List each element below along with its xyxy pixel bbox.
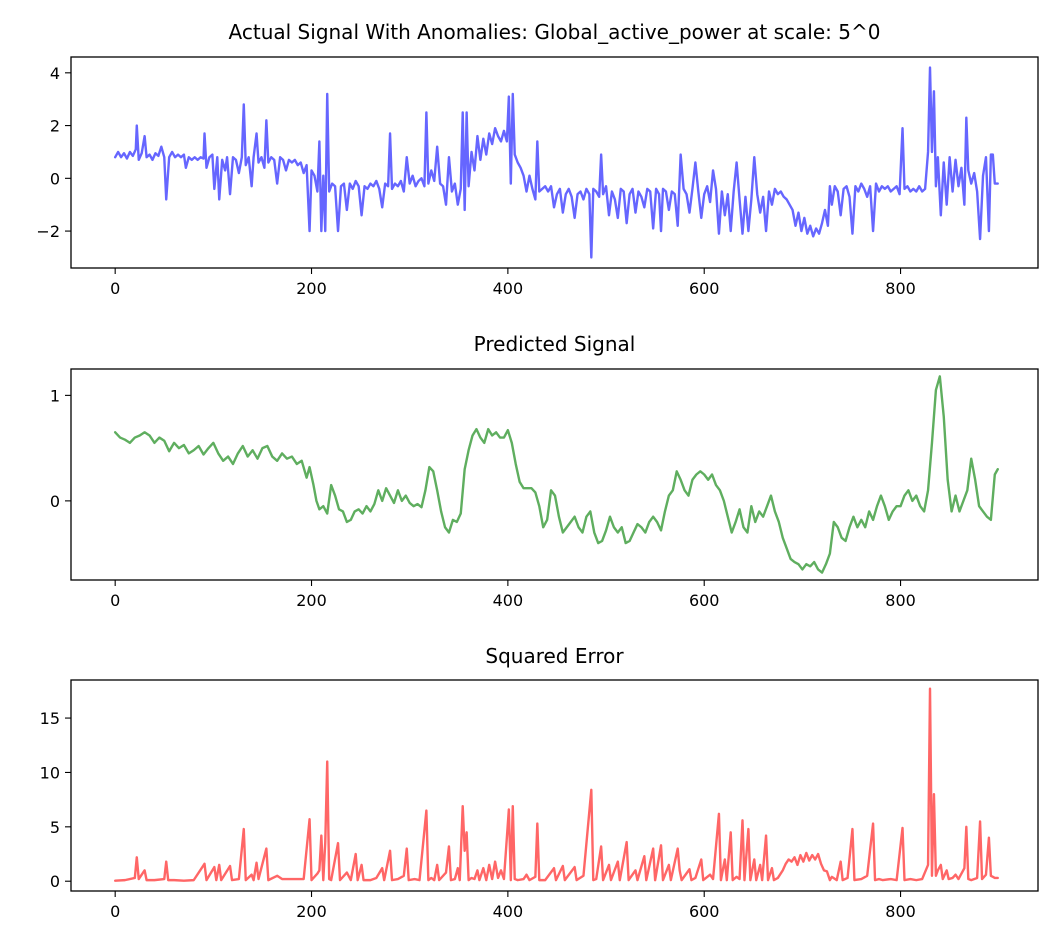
actual-signal-title: Actual Signal With Anomalies: Global_act… [229,20,881,44]
actual-signal-xtick-label: 800 [885,279,916,298]
squared-error-ytick-label: 10 [40,763,60,782]
squared-error-ytick-label: 15 [40,709,60,728]
actual-signal-ytick-label: 2 [50,117,60,136]
actual-signal-line [113,66,999,259]
predicted-signal-xtick-label: 200 [296,591,327,610]
actual-signal-xtick-label: 400 [493,279,524,298]
squared-error-title: Squared Error [485,644,624,668]
squared-error-xtick-label: 0 [110,902,120,921]
predicted-signal-axes-frame [70,368,1039,581]
squared-error-ytick-label: 5 [50,818,60,837]
actual-signal-xtick-label: 600 [689,279,720,298]
squared-error-panel: Squared Error 0 200 400 600 800 0 5 10 15 [40,644,1039,921]
actual-signal-ytick-label: 4 [50,64,60,83]
actual-signal-ytick-label: 0 [50,169,60,188]
squared-error-ytick-label: 0 [50,872,60,891]
predicted-signal-title: Predicted Signal [474,332,636,356]
predicted-signal-xtick-label: 800 [885,591,916,610]
squared-error-xtick-label: 200 [296,902,327,921]
predicted-signal-ytick-label: 0 [50,492,60,511]
predicted-signal-ytick-label: 1 [50,386,60,405]
predicted-signal-line [113,375,999,574]
squared-error-xtick-label: 800 [885,902,916,921]
squared-error-axes-frame [70,679,1039,892]
predicted-signal-xtick-label: 400 [493,591,524,610]
actual-signal-axes-frame [70,56,1039,269]
squared-error-xtick-label: 400 [493,902,524,921]
actual-signal-panel: Actual Signal With Anomalies: Global_act… [36,20,1039,298]
actual-signal-ytick-label: −2 [36,222,60,241]
predicted-signal-xtick-label: 600 [689,591,720,610]
predicted-signal-panel: Predicted Signal 0 200 400 600 800 0 1 [50,332,1039,610]
squared-error-xtick-label: 600 [689,902,720,921]
predicted-signal-xtick-label: 0 [110,591,120,610]
actual-signal-xtick-label: 0 [110,279,120,298]
squared-error-line [113,687,999,882]
actual-signal-xtick-label: 200 [296,279,327,298]
